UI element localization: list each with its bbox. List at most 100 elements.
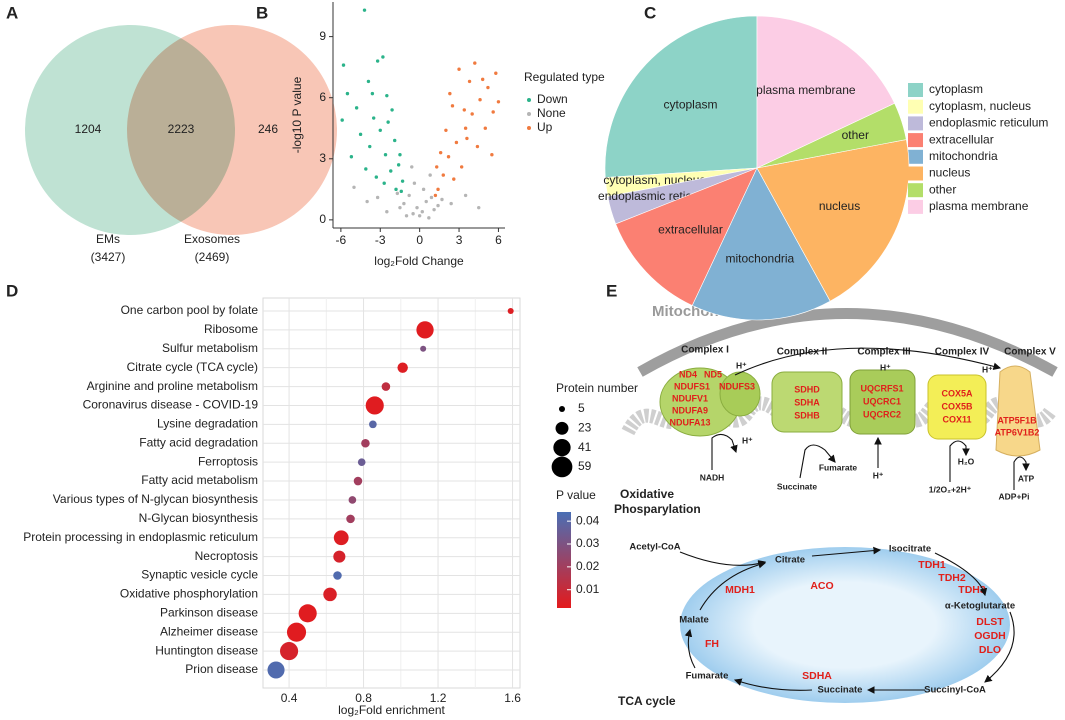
diagram-e: Mitochondria Complex I Complex II Comple…	[614, 303, 1058, 708]
x-tick-label: 1.6	[504, 691, 521, 705]
molecule: H⁺	[742, 435, 753, 445]
gene: ATP6V1B2	[995, 427, 1040, 437]
bubble	[323, 587, 337, 602]
bubble	[280, 642, 299, 661]
y-tick-label: 9	[319, 29, 326, 43]
y-tick-label: Citrate cycle (TCA cycle)	[127, 360, 258, 374]
size-legend-title: Protein number	[556, 381, 638, 395]
point	[420, 210, 424, 214]
arrow	[984, 611, 1015, 683]
point	[428, 173, 432, 177]
molecule: 1/2O₂+2H⁺	[929, 484, 972, 494]
gene: ND5	[704, 369, 722, 379]
region-count: 1204	[75, 122, 102, 136]
point	[496, 100, 501, 104]
point	[378, 128, 382, 132]
slice	[691, 167, 831, 321]
point	[393, 138, 397, 143]
point	[364, 167, 368, 171]
y-axis-label: -log10 P value	[290, 76, 304, 153]
point	[441, 173, 445, 177]
colorbar-label: 0.01	[576, 582, 600, 596]
process-label: Phosparylation	[614, 502, 701, 516]
y-tick-label: 3	[319, 151, 326, 165]
point	[459, 165, 464, 169]
point	[452, 177, 456, 181]
bubble	[357, 458, 366, 466]
metabolite: Succinate	[818, 685, 863, 696]
legend-swatch	[908, 166, 923, 181]
metabolite: Acetyl-CoA	[629, 542, 680, 553]
legend-label: Down	[537, 92, 568, 106]
legend-label: Up	[537, 120, 553, 134]
slice-label: cytoplasm	[664, 98, 718, 112]
y-tick-label: N-Glycan biosynthesis	[139, 511, 258, 525]
point	[448, 91, 452, 96]
complex-name: Complex I	[681, 345, 729, 356]
point	[358, 132, 363, 137]
bubble	[420, 345, 427, 352]
arrow	[711, 433, 738, 470]
legend-swatch	[908, 83, 923, 97]
region-count: 2223	[168, 122, 195, 136]
gene: COX5B	[941, 401, 973, 411]
point	[436, 187, 440, 192]
point	[457, 67, 461, 71]
gene: SDHD	[794, 384, 820, 394]
point	[410, 165, 414, 169]
point	[386, 120, 390, 124]
legend-title: Regulated type	[524, 70, 605, 84]
point	[382, 181, 386, 185]
gene: UQCRC2	[863, 409, 901, 419]
size-legend-dot	[551, 456, 573, 478]
gene: SDHA	[794, 397, 820, 407]
arrow	[733, 678, 813, 691]
complex-name: Complex IV	[935, 347, 990, 358]
point	[374, 175, 379, 179]
point	[381, 55, 385, 59]
legend-swatch	[527, 98, 531, 102]
panel-label: E	[606, 281, 617, 300]
slice	[756, 139, 910, 302]
slice-label: nucleus	[819, 199, 860, 213]
enzyme: ACO	[810, 580, 833, 592]
gene: UQCRC1	[863, 396, 901, 406]
complex-shape	[719, 371, 761, 417]
point	[411, 212, 415, 216]
point	[389, 169, 393, 173]
point	[368, 144, 372, 149]
bubble	[507, 307, 514, 315]
y-tick-label: 0	[319, 212, 326, 226]
enzyme: DLO	[979, 644, 1001, 656]
enzyme: TDH2	[938, 572, 966, 584]
complex-shape	[771, 371, 843, 433]
gene: ATP5F1B	[997, 415, 1037, 425]
bubble	[298, 604, 317, 623]
panel-label: B	[256, 3, 268, 22]
point	[429, 195, 434, 200]
x-tick-label: 0.8	[355, 691, 372, 705]
y-tick-label: Lysine degradation	[157, 417, 258, 431]
gene: UQCRFS1	[860, 383, 903, 393]
arrow	[734, 347, 1002, 376]
bubble	[381, 382, 391, 391]
y-tick-label: 6	[319, 90, 326, 104]
gene: COX5A	[941, 388, 973, 398]
slice-label: extracellular	[658, 223, 723, 237]
complex-name: Complex V	[1004, 347, 1056, 358]
metabolite: Malate	[679, 615, 709, 626]
point	[463, 126, 468, 130]
complex-shape	[995, 365, 1041, 457]
slice	[615, 167, 758, 306]
legend-label: endoplasmic reticulum	[929, 116, 1048, 130]
bubble	[365, 396, 384, 415]
point	[421, 187, 426, 192]
point	[366, 79, 371, 84]
set-circle	[127, 25, 337, 235]
y-tick-label: Ribosome	[204, 322, 258, 336]
bubble	[333, 550, 346, 563]
y-tick-label: Synaptic vesicle cycle	[141, 568, 258, 582]
y-tick-label: Sulfur metabolism	[162, 341, 258, 355]
point	[345, 91, 350, 96]
bubble	[333, 571, 342, 580]
